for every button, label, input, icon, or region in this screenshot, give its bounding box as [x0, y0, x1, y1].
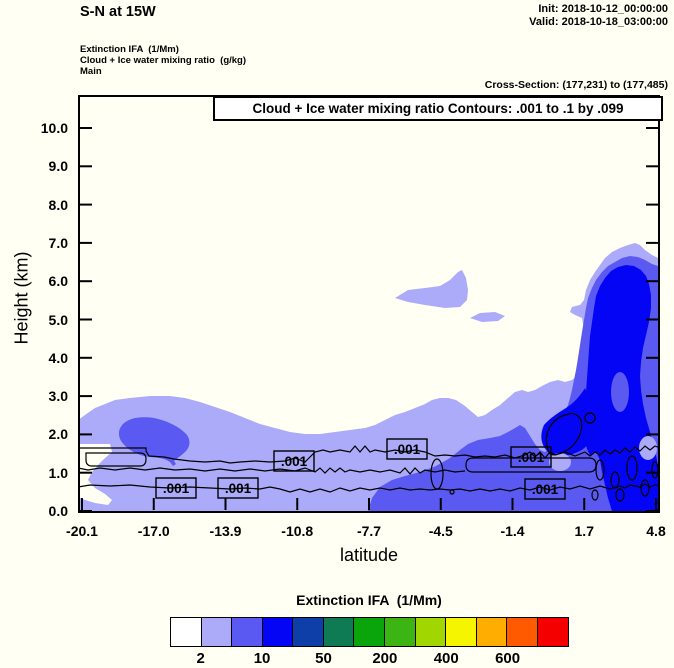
contour-label: .001 [217, 477, 259, 499]
fill-detached-midlevel-patch-2 [470, 312, 505, 322]
colorbar-tick-label: 2 [196, 650, 205, 667]
y-tick-label: 6.0 [48, 273, 68, 290]
contour-label: .001 [510, 446, 552, 468]
valid-timestamp: Valid: 2018-10-18_03:00:00 [529, 16, 668, 28]
mixing-ratio-contour-lower [78, 483, 660, 493]
colorbar [170, 617, 570, 647]
x-tick-label: -10.8 [281, 523, 314, 539]
y-tick-label: 0.0 [48, 503, 68, 519]
colorbar-title: Extinction IFA (1/Mm) [296, 592, 442, 608]
y-tick-label: 7.0 [48, 234, 68, 251]
y-tick-label: 9.0 [48, 158, 68, 175]
contour-label-box [510, 446, 552, 468]
colorbar-tick-label: 400 [433, 650, 459, 667]
x-tick-label: -7.7 [356, 523, 382, 539]
x-tick-label: -13.9 [209, 523, 242, 539]
mixing-ratio-closed-loop-core [545, 413, 583, 456]
y-tick-label: 2.0 [48, 426, 68, 443]
colorbar-cell [506, 617, 539, 647]
mixing-ratio-contour-upper [80, 445, 660, 464]
mixing-ratio-small-closed-contour [591, 489, 599, 501]
x-tick-label: -17.0 [137, 523, 170, 539]
x-tick-label: 4.8 [646, 523, 666, 539]
mixing-ratio-small-closed-contour [615, 488, 625, 502]
x-tick-label: -1.4 [500, 523, 525, 539]
y-tick-label: 10.0 [40, 120, 68, 136]
contour-label-box [217, 477, 259, 499]
y-tick-label: 4.0 [48, 349, 68, 366]
y-tick-label: 5.0 [48, 311, 68, 328]
colorbar-cell [445, 617, 478, 647]
y-axis-title: Height (km) [11, 251, 32, 345]
colorbar-tick-label: 10 [253, 650, 271, 667]
mixing-ratio-small-closed-contour [449, 489, 455, 495]
contour-plot-svg: .001 .001 .001 .001 .001 .001 [78, 95, 660, 513]
fill-extinction-5to10-left-blob [118, 417, 190, 466]
mixing-ratio-small-closed-contour [430, 458, 444, 490]
y-tick-label: 8.0 [48, 196, 68, 213]
colorbar-cell [536, 617, 570, 647]
page-title: S-N at 15W [80, 4, 156, 20]
colorbar-tick-label: 600 [495, 650, 521, 667]
contour-label-text: .001 [394, 442, 421, 457]
colorbar-cell [231, 617, 264, 647]
contour-label-box [524, 478, 566, 500]
contour-label: .001 [524, 478, 566, 500]
mixing-ratio-closed-loop-left [85, 452, 147, 467]
colorbar-cell [353, 617, 386, 647]
plot-title-box: Cloud + Ice water mixing ratio Contours:… [213, 96, 663, 121]
y-tick-label: 1.0 [48, 464, 68, 481]
fill-extinction-10to20-central-core [541, 388, 593, 456]
contour-label-text: .001 [518, 450, 545, 465]
init-timestamp: Init: 2018-10-12_00:00:00 [538, 3, 668, 15]
x-axis-title: latitude [339, 545, 399, 565]
legend-field-extinction: Extinction IFA (1/Mm) [80, 44, 179, 55]
x-tick-label: 1.7 [574, 523, 594, 539]
mixing-ratio-small-closed-contour [610, 471, 620, 489]
cross-section-coordinates: Cross-Section: (177,231) to (177,485) [484, 79, 668, 91]
colorbar-cell [200, 617, 233, 647]
fill-detached-midlevel-patch-1 [395, 270, 468, 308]
contour-label-box [273, 450, 315, 472]
contour-label-box [386, 438, 428, 460]
colorbar-cell [384, 617, 417, 647]
mixing-ratio-closed-loop-right [465, 457, 597, 473]
mixing-ratio-small-closed-contour [584, 412, 596, 424]
x-tick-label: -4.5 [428, 523, 453, 539]
fill-extinction-5to10-pocket-in-plume [611, 372, 629, 412]
contour-label: .001 [386, 438, 428, 460]
mixing-ratio-small-closed-contour [626, 455, 638, 481]
contour-label-text: .001 [281, 454, 308, 469]
legend-field-domain: Main [80, 66, 102, 77]
colorbar-cell [322, 617, 355, 647]
fill-extinction-2to5-pocket-1 [549, 453, 571, 471]
contour-label-text: .001 [225, 481, 252, 496]
mixing-ratio-small-closed-contour [640, 479, 650, 497]
colorbar-cell [414, 617, 447, 647]
contour-label-text: .001 [532, 482, 559, 497]
colorbar-tick-label: 50 [315, 650, 332, 667]
colorbar-cell [292, 617, 325, 647]
colorbar-cell [170, 617, 203, 647]
colorbar-tick-label: 200 [372, 650, 398, 667]
colorbar-cell [475, 617, 508, 647]
contour-label-text: .001 [163, 481, 190, 496]
colorbar-cell [261, 617, 294, 647]
contour-label: .001 [155, 477, 197, 499]
mixing-ratio-small-closed-contour [595, 459, 605, 481]
x-tick-label: -20.1 [66, 523, 98, 539]
contour-label: .001 [273, 450, 315, 472]
legend-field-mixing-ratio: Cloud + Ice water mixing ratio (g/kg) [80, 55, 247, 66]
y-tick-label: 3.0 [48, 388, 68, 405]
contour-label-box [155, 477, 197, 499]
mixing-ratio-contour-middle [78, 467, 466, 475]
